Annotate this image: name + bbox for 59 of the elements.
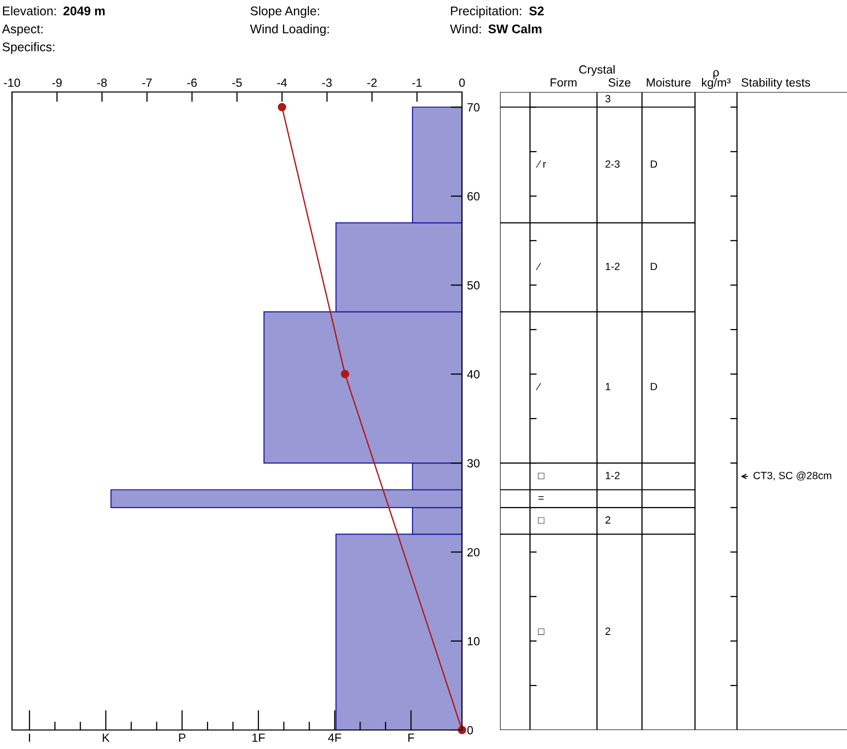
text: 2-3	[606, 160, 620, 168]
text: 1-2	[606, 262, 620, 270]
category-label: Moisture	[646, 78, 691, 87]
text: CT3, SC @28cm	[754, 472, 832, 481]
text: Wind:	[450, 24, 481, 34]
text: □	[538, 472, 544, 480]
x-tick-label: -2	[367, 78, 377, 87]
x-tick-label: -5	[232, 78, 242, 87]
y-tick-label: 60	[467, 192, 480, 201]
y-tick-label: 0	[467, 726, 473, 734]
y-tick-label: 70	[467, 103, 480, 112]
text: =	[538, 496, 544, 500]
text: 2	[606, 516, 610, 524]
text: Elevation:	[3, 6, 56, 16]
text: K	[102, 734, 110, 742]
category-label: ρ kg/m³	[702, 70, 731, 89]
text: □	[538, 628, 544, 635]
x-tick-label: -9	[52, 78, 62, 87]
text: Specifics:	[2, 42, 54, 54]
text: 4F	[328, 734, 342, 742]
y-tick-label: 50	[467, 281, 480, 290]
text: 3	[605, 94, 610, 102]
text: S2	[529, 6, 544, 16]
x-tick-label: -3	[322, 78, 332, 87]
text: D	[650, 160, 658, 168]
x-tick-label: -10	[4, 78, 20, 87]
x-tick-label: -7	[142, 78, 152, 87]
text: 2	[606, 628, 610, 635]
x-tick-label: 0	[459, 78, 465, 87]
text: 1	[606, 382, 610, 390]
text: □	[538, 517, 544, 524]
text: F	[408, 734, 414, 742]
x-tick-label: -4	[277, 78, 287, 87]
text: 1F	[252, 734, 265, 742]
text: SW Calm	[488, 24, 542, 34]
text: D	[650, 382, 658, 390]
text: 1-2	[606, 472, 620, 480]
text: Slope Angle:	[250, 6, 320, 18]
text: Aspect:	[2, 24, 43, 36]
text: ∕	[536, 262, 542, 270]
text: Crystal	[579, 64, 615, 76]
y-tick-label: 10	[468, 637, 480, 646]
text: I	[28, 734, 30, 742]
x-tick-label: -1	[412, 78, 422, 87]
y-tick-label: 30	[467, 459, 480, 468]
category-label: Form	[550, 78, 576, 87]
x-tick-label: -8	[97, 78, 107, 87]
text: D	[650, 262, 658, 270]
text: Precipitation:	[451, 6, 522, 18]
text: P	[179, 734, 186, 742]
text: 2049 m	[63, 6, 105, 16]
y-tick-label: 20	[467, 548, 480, 556]
y-tick-label: 40	[467, 370, 480, 378]
category-label: Stability tests	[742, 78, 810, 89]
text: ∕	[536, 382, 542, 390]
x-tick-label: -6	[187, 78, 197, 87]
text: ∕ r	[536, 160, 546, 168]
text: Wind Loading:	[250, 24, 329, 36]
category-label: Size	[608, 78, 630, 87]
